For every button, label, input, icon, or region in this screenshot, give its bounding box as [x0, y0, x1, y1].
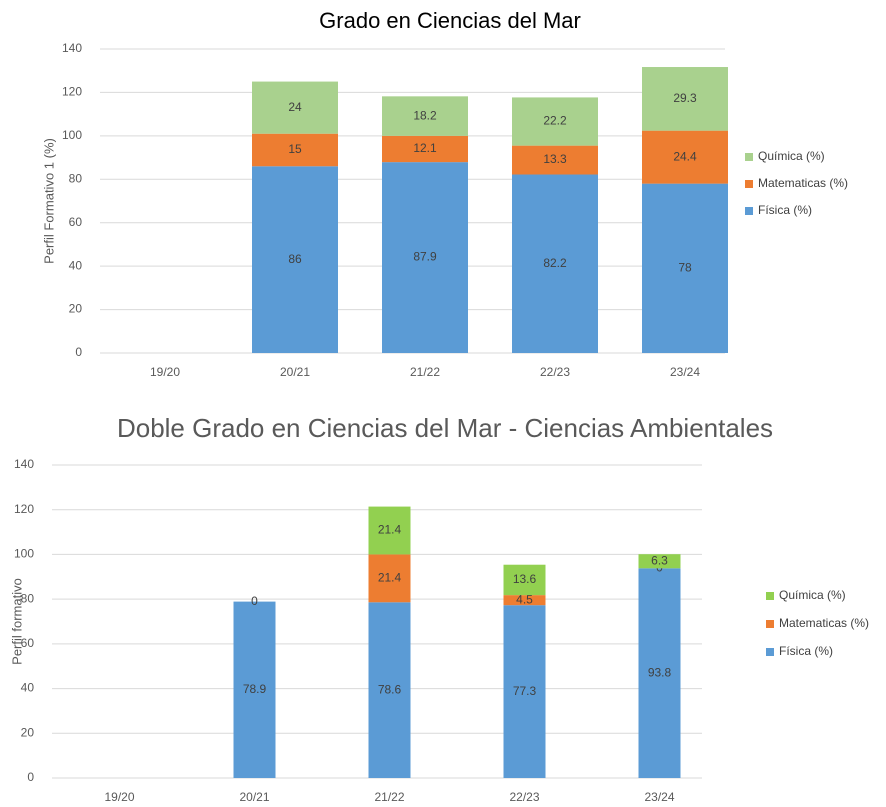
bar-segment: [512, 97, 598, 146]
chart-title: Doble Grado en Ciencias del Mar - Cienci…: [117, 413, 773, 443]
bar-segment: [638, 554, 681, 569]
data-label: 86: [288, 252, 302, 266]
y-tick-label: 80: [69, 171, 83, 185]
x-tick-label: 23/24: [670, 365, 700, 379]
data-label: 24.4: [673, 149, 697, 163]
x-tick-label: 20/21: [280, 365, 310, 379]
data-label: 13.6: [513, 572, 537, 586]
legend-label: Química (%): [779, 588, 846, 602]
data-label: 12.1: [413, 141, 437, 155]
data-label: 18.2: [413, 108, 437, 122]
bar-segment: [512, 145, 598, 175]
bar-segment: [252, 81, 338, 134]
legend-swatch: [745, 207, 753, 215]
data-label: 21.4: [378, 571, 402, 585]
y-tick-label: 40: [21, 681, 35, 695]
legend-swatch: [766, 648, 774, 656]
data-label: 77.3: [513, 684, 537, 698]
data-label: 15: [288, 142, 302, 156]
bar-segment: [368, 602, 411, 778]
data-label: 29.3: [673, 91, 697, 105]
y-tick-label: 40: [69, 258, 83, 272]
legend-label: Química (%): [758, 149, 825, 163]
y-axis-label: Perfil formativo: [9, 578, 24, 665]
x-tick-label: 23/24: [644, 790, 674, 804]
data-label: 24: [288, 100, 302, 114]
bar-segment: [382, 135, 468, 163]
bar-segment: [503, 564, 546, 596]
data-label: 78: [678, 260, 692, 274]
x-tick-label: 21/22: [410, 365, 440, 379]
y-tick-label: 0: [27, 770, 34, 784]
legend-swatch: [766, 620, 774, 628]
legend-label: Física (%): [758, 203, 812, 217]
data-label: 13.3: [543, 152, 567, 166]
legend-swatch: [745, 180, 753, 188]
x-tick-label: 20/21: [239, 790, 269, 804]
bar-segment: [252, 133, 338, 167]
bar-segment: [382, 162, 468, 353]
bar-segment: [252, 166, 338, 353]
y-axis-label: Perfil Formativo 1 (%): [41, 138, 56, 264]
legend-swatch: [745, 153, 753, 161]
chart-title: Grado en Ciencias del Mar: [319, 8, 581, 33]
y-tick-label: 140: [14, 457, 34, 471]
legend-label: Matematicas (%): [758, 176, 848, 190]
y-tick-label: 100: [62, 128, 82, 142]
y-tick-label: 20: [69, 302, 83, 316]
y-tick-label: 20: [21, 725, 35, 739]
y-tick-label: 60: [21, 636, 35, 650]
x-tick-label: 22/23: [509, 790, 539, 804]
y-tick-label: 120: [14, 502, 34, 516]
data-label: 4.5: [516, 592, 533, 606]
x-tick-label: 22/23: [540, 365, 570, 379]
data-label: 87.9: [413, 250, 437, 264]
data-label: 21.4: [378, 523, 402, 537]
data-label: 78.9: [243, 682, 267, 696]
legend-label: Física (%): [779, 644, 833, 658]
data-label: 93.8: [648, 665, 672, 679]
bar-segment: [368, 506, 411, 555]
bar-segment: [368, 554, 411, 603]
bar-segment: [638, 568, 681, 778]
data-label: 82.2: [543, 256, 567, 270]
legend-swatch: [766, 592, 774, 600]
x-tick-label: 19/20: [150, 365, 180, 379]
bar-segment: [642, 67, 728, 131]
y-tick-label: 120: [62, 85, 82, 99]
x-tick-label: 19/20: [104, 790, 134, 804]
bar-segment: [642, 183, 728, 353]
data-label: 22.2: [543, 114, 567, 128]
x-tick-label: 21/22: [374, 790, 404, 804]
y-tick-label: 140: [62, 41, 82, 55]
data-label: 6.3: [651, 553, 668, 567]
data-label: 0: [251, 594, 258, 608]
y-tick-label: 0: [75, 345, 82, 359]
data-label: 78.6: [378, 682, 402, 696]
bar-segment: [233, 601, 276, 778]
bar-segment: [512, 174, 598, 353]
y-tick-label: 60: [69, 215, 83, 229]
legend-label: Matematicas (%): [779, 616, 869, 630]
y-tick-label: 100: [14, 547, 34, 561]
y-tick-label: 80: [21, 591, 35, 605]
bar-segment: [642, 130, 728, 184]
bar-segment: [503, 595, 546, 606]
bar-segment: [382, 96, 468, 136]
bar-segment: [503, 605, 546, 778]
